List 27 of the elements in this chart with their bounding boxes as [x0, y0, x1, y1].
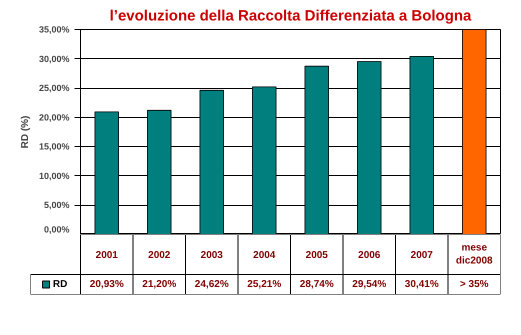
y-tick-label: 10,00% — [38, 170, 70, 181]
x-tick-label: 2005 — [306, 250, 328, 261]
x-tick-label: 2002 — [148, 250, 171, 261]
y-tick-label: 25,00% — [38, 83, 70, 94]
y-tick-label: 0,00% — [44, 224, 70, 234]
data-label: 20,93% — [90, 279, 124, 290]
data-label: 28,74% — [300, 279, 334, 290]
data-label: > 35% — [460, 279, 489, 290]
x-tick-label: 2001 — [96, 250, 118, 261]
y-tick-label: 30,00% — [38, 54, 70, 64]
y-tick-label: 15,00% — [38, 142, 70, 152]
x-tick-label: 2004 — [253, 250, 276, 261]
data-label: 25,21% — [247, 279, 282, 290]
y-tick-label: 5,00% — [44, 200, 70, 210]
x-tick-label: 2006 — [358, 250, 381, 261]
legend-label: RD — [52, 279, 68, 290]
data-label: 30,41% — [404, 279, 439, 290]
data-label: 24,62% — [194, 279, 229, 290]
x-tick-label: 2003 — [200, 250, 224, 261]
data-label: 21,20% — [142, 279, 176, 290]
y-tick-label: 35,00% — [38, 24, 70, 34]
y-tick-label: 20,00% — [38, 112, 70, 122]
x-tick-label: 2007 — [410, 250, 434, 261]
x-tick-label: mese dic2008 — [456, 242, 494, 267]
chart-title: l’evoluzione della Raccolta Differenziata a Bologna — [110, 8, 472, 24]
data-label: 29,54% — [352, 279, 386, 290]
y-axis-title: RD (%) — [20, 116, 31, 148]
